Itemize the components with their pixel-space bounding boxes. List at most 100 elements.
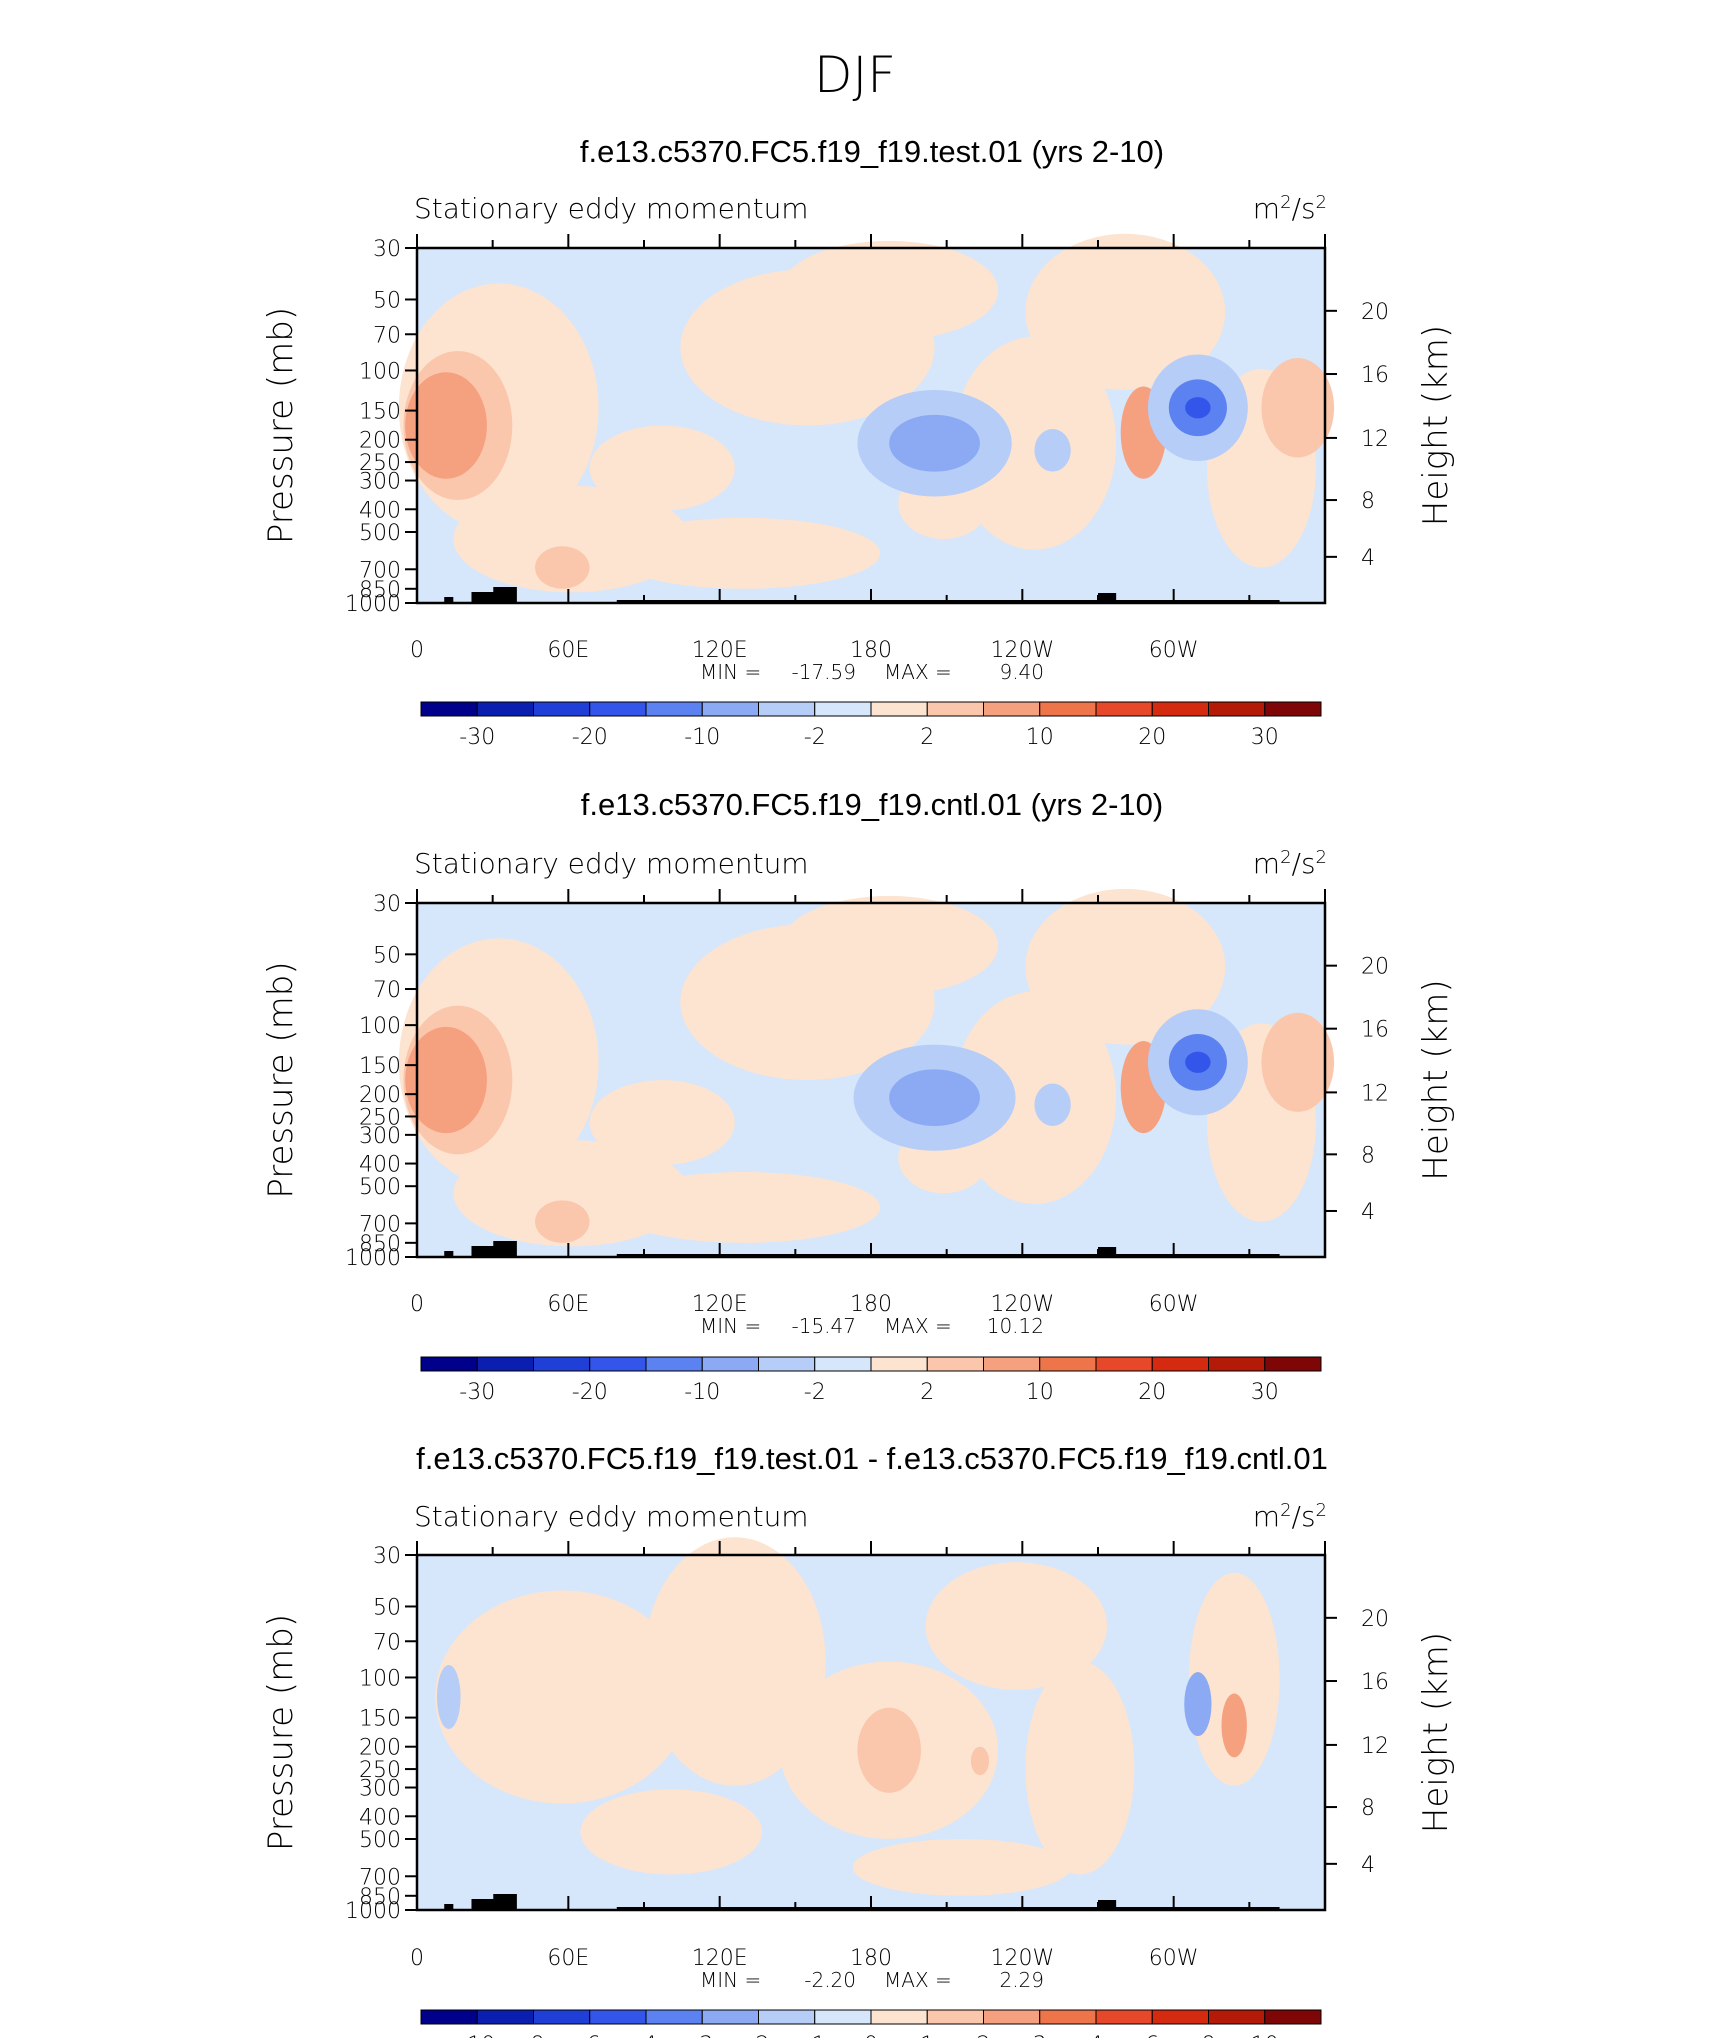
topography (493, 1241, 517, 1257)
positive-core (857, 1707, 921, 1793)
units-text: m (1253, 1500, 1280, 1533)
pressure-tick-label: 400 (359, 498, 401, 523)
lon-tick-label: 120W (990, 1946, 1054, 1971)
pressure-tick-label: 50 (373, 1595, 401, 1620)
colorbar-box (476, 1356, 534, 1372)
topography (471, 1246, 499, 1257)
panel-title: f.e13.c5370.FC5.f19_f19.cntl.01 (yrs 2-1… (581, 787, 1163, 822)
field-label: Stationary eddy momentum (414, 847, 809, 880)
left-axis-label: Pressure (mb) (261, 1614, 301, 1851)
colorbar-box (1095, 701, 1153, 717)
pressure-tick-label: 50 (373, 943, 401, 968)
positive-region (1025, 888, 1226, 1045)
field-label: Stationary eddy momentum (414, 1500, 809, 1533)
positive-low (535, 546, 590, 589)
colorbar-box (758, 1356, 816, 1372)
right-axis-label: Height (km) (1416, 1632, 1456, 1833)
negative-region (436, 1665, 461, 1729)
colorbar-label: -4 (635, 2033, 657, 2038)
colorbar-box (420, 701, 478, 717)
positive-region (952, 991, 1117, 1204)
colorbar-box (983, 701, 1041, 717)
colorbar-box (870, 1356, 928, 1372)
colorbar-label: -1 (804, 2033, 826, 2038)
colorbar-label: -10 (459, 2033, 495, 2038)
max-label: MAX = (884, 660, 952, 684)
pressure-tick-label: 250 (359, 1105, 401, 1130)
colorbar-label: 3 (1033, 2033, 1047, 2038)
positive-region (925, 1562, 1108, 1690)
pressure-tick-label: 400 (359, 1153, 401, 1178)
positive-region (970, 1746, 990, 1776)
colorbar-label: -2 (804, 1380, 826, 1405)
lon-tick-label: 180 (850, 1946, 892, 1971)
colorbar-box (1151, 701, 1209, 717)
colorbar-box (1039, 2009, 1097, 2025)
lon-tick-label: 120E (692, 1946, 748, 1971)
height-tick-label: 12 (1361, 427, 1389, 452)
colorbar-box (589, 701, 647, 717)
colorbar-label: -20 (572, 1380, 608, 1405)
topography (471, 1899, 499, 1910)
pressure-tick-label: 100 (359, 359, 401, 384)
positive-region (580, 1789, 763, 1875)
pressure-tick-label: 70 (373, 978, 401, 1003)
topography (444, 1904, 454, 1910)
pressure-tick-label: 70 (373, 323, 401, 348)
panel-3: f.e13.c5370.FC5.f19_f19.test.01 - f.e13.… (261, 1441, 1456, 1992)
negative-region (1034, 429, 1071, 472)
height-tick-label: 4 (1361, 1200, 1375, 1225)
pressure-tick-label: 700 (359, 558, 401, 583)
colorbar-label: -3 (691, 2033, 713, 2038)
colorbar-label: 2 (920, 725, 934, 750)
pressure-tick-label: 150 (359, 400, 401, 425)
topography (493, 1894, 517, 1910)
pressure-tick-label: 500 (359, 1175, 401, 1200)
pressure-tick-label: 30 (373, 237, 401, 262)
contour-field (398, 888, 1335, 1257)
positive-region (607, 517, 881, 589)
min-value: -15.47 (792, 1314, 856, 1338)
colorbar-box (533, 1356, 591, 1372)
topography (444, 597, 454, 603)
colorbar-box (1208, 2009, 1266, 2025)
positive-region (1025, 233, 1226, 390)
colorbar-label: -30 (459, 1380, 495, 1405)
pressure-tick-label: 150 (359, 1054, 401, 1079)
min-label: MIN = (700, 1314, 761, 1338)
height-tick-label: 12 (1361, 1734, 1389, 1759)
colorbar-label: 6 (1145, 2033, 1159, 2038)
height-tick-label: 4 (1361, 1853, 1375, 1878)
positive-region (852, 1839, 1071, 1896)
units-text: m (1253, 192, 1280, 225)
negative-core (889, 1069, 980, 1127)
units-exponent: 2 (1280, 847, 1291, 868)
pressure-tick-label: 1000 (345, 1899, 401, 1924)
negative-max-core (1185, 1051, 1211, 1073)
min-value: -2.20 (804, 1968, 856, 1992)
topography (616, 600, 1280, 603)
max-value: 10.12 (987, 1314, 1044, 1338)
lon-tick-label: 60W (1149, 1292, 1199, 1317)
colorbar-box (589, 2009, 647, 2025)
colorbar-box (814, 1356, 872, 1372)
lon-tick-label: 120E (692, 638, 748, 663)
pressure-tick-label: 300 (359, 1777, 401, 1802)
colorbar-box (645, 1356, 703, 1372)
pressure-tick-label: 500 (359, 1828, 401, 1853)
colorbar-label: 2 (920, 1380, 934, 1405)
height-tick-label: 20 (1361, 955, 1389, 980)
colorbar-box (1264, 1356, 1322, 1372)
negative-region (1034, 1083, 1071, 1127)
pressure-tick-label: 850 (359, 578, 401, 603)
pressure-tick-label: 700 (359, 1212, 401, 1237)
units-exponent: 2 (1316, 847, 1327, 868)
topography (1098, 593, 1117, 603)
min-label: MIN = (700, 660, 761, 684)
positive-max-inner (405, 372, 487, 479)
min-label: MIN = (700, 1968, 761, 1992)
colorbar-label: 2 (977, 2033, 991, 2038)
pressure-tick-label: 30 (373, 892, 401, 917)
lon-tick-label: 60E (547, 638, 589, 663)
lon-tick-label: 0 (410, 1946, 424, 1971)
